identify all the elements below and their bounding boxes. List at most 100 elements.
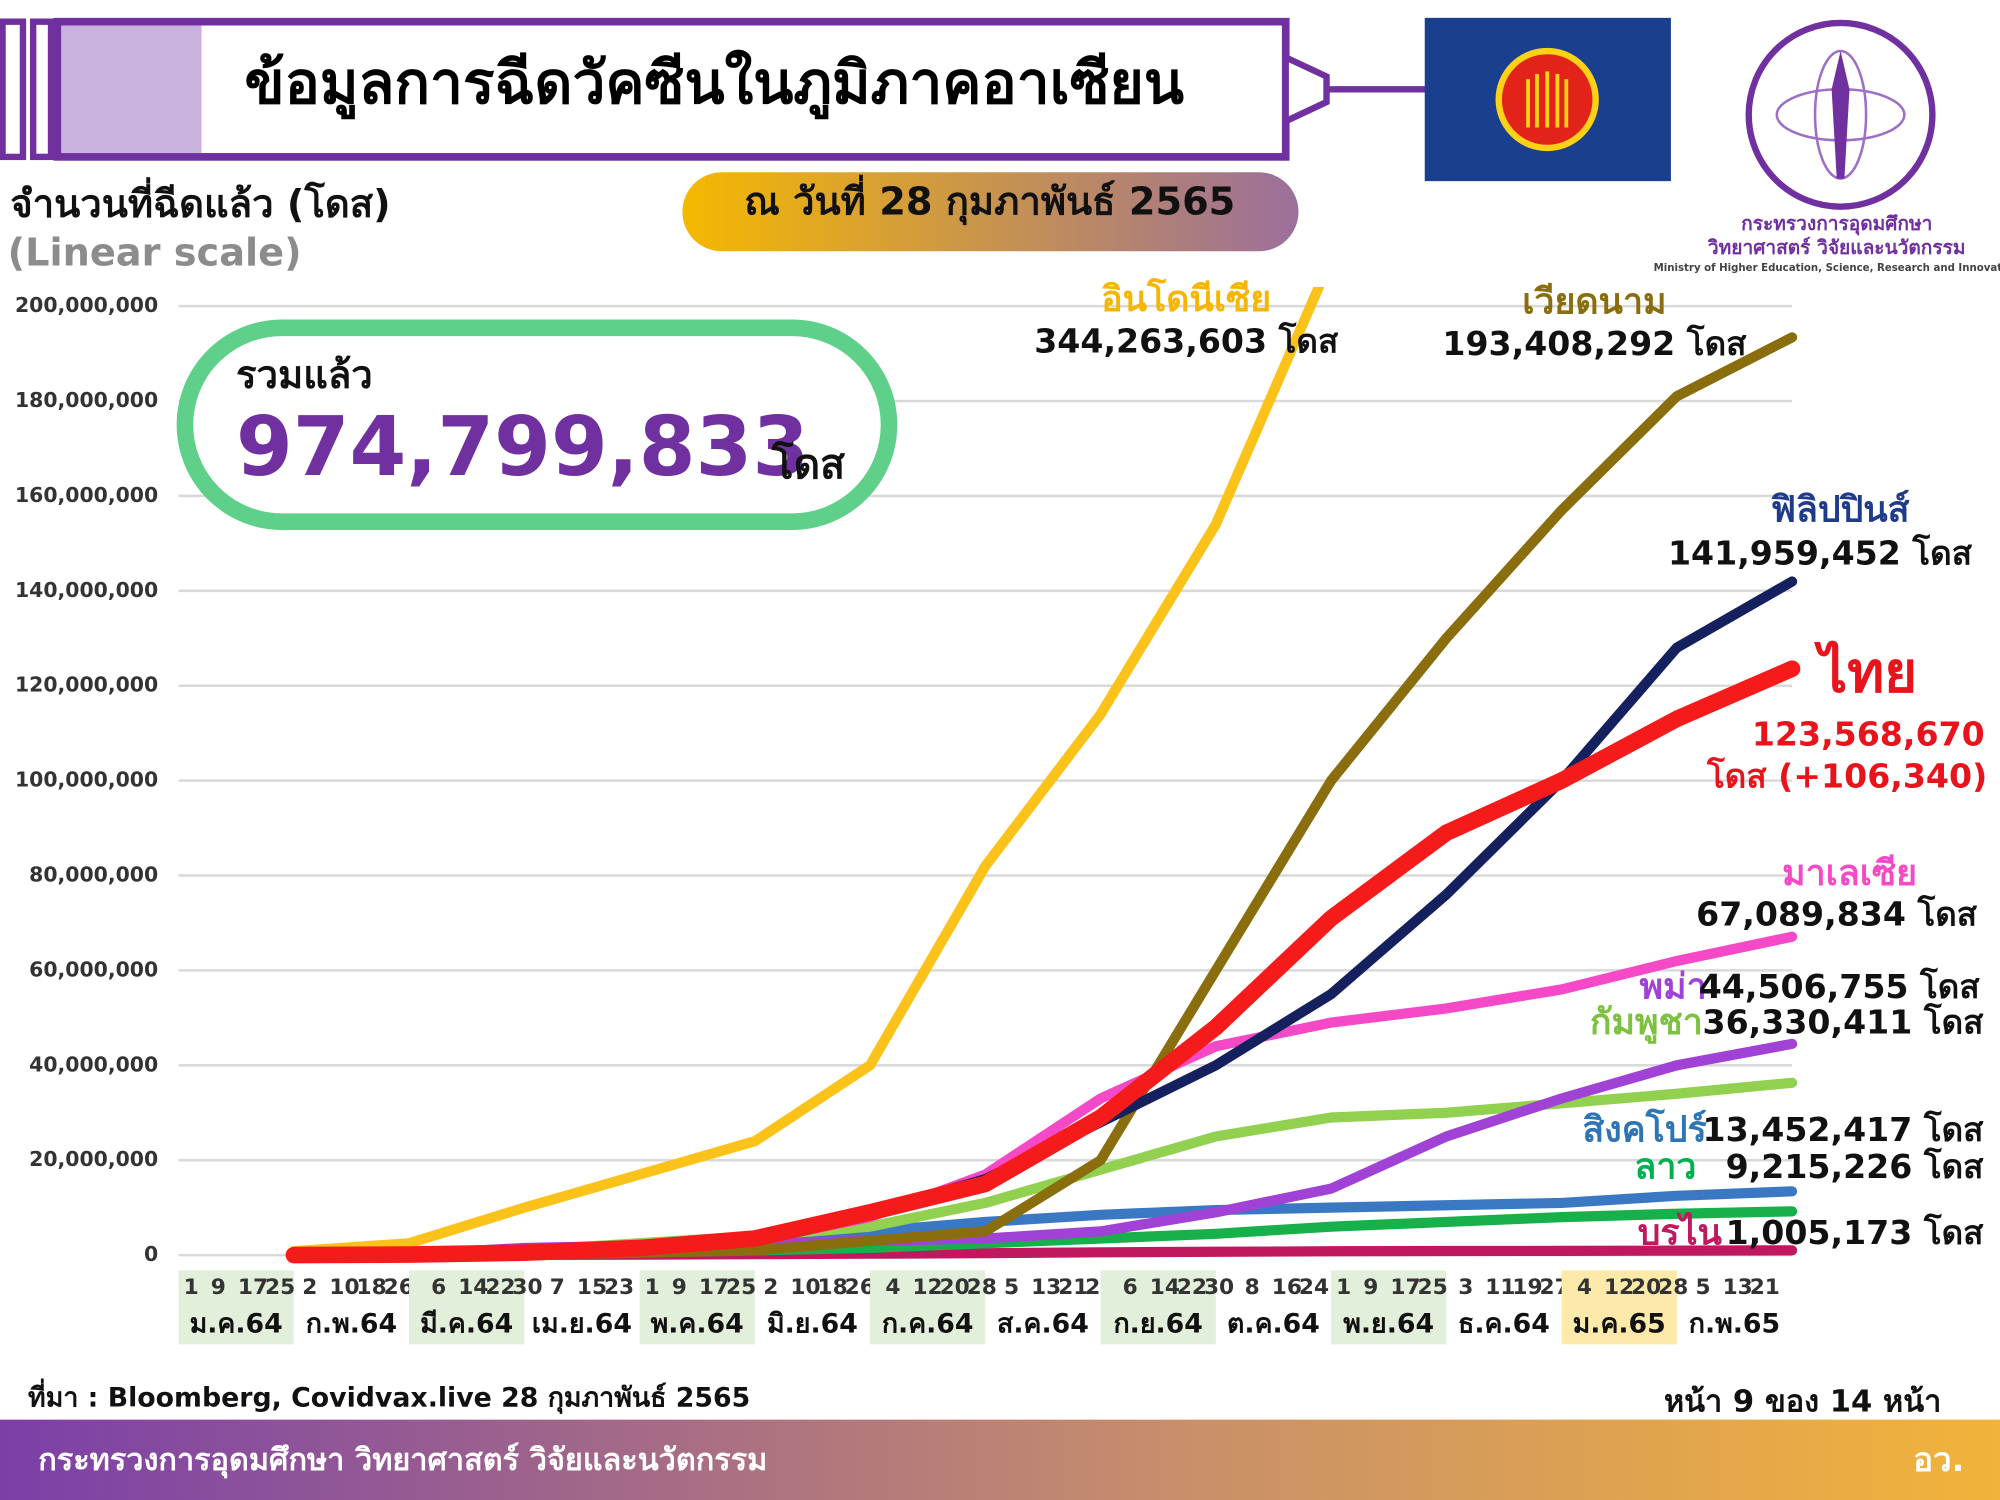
logo-sword [1831,51,1850,179]
end-value-label: 13,452,417 โดส [1703,1110,1985,1149]
x-day-label: 20 [1631,1275,1661,1300]
x-day-label: 1 [645,1275,660,1300]
x-day-label: 12 [1604,1275,1634,1300]
x-day-label: 26 [384,1275,414,1300]
x-day-label: 17 [1390,1275,1420,1300]
x-day-label: 14 [458,1275,488,1300]
end-value-label: 67,089,834 โดส [1696,894,1978,933]
footer-bar [0,1419,2000,1500]
x-day-label: 26 [845,1275,875,1300]
x-day-label: 4 [885,1275,900,1300]
x-tick-label: ก.ค.64 [882,1309,974,1340]
series-name: อินโดนีเซีย [1101,277,1271,320]
x-day-label: 30 [1204,1275,1234,1300]
syringe-plunger [61,25,202,154]
date-pill [682,172,1299,252]
x-day-label: 13 [1723,1275,1753,1300]
logo-text: กระทรวงการอุดมศึกษา [1741,212,1932,236]
x-day-label: 5 [1004,1275,1019,1300]
x-tick-label: ก.พ.64 [306,1309,397,1340]
x-day-label: 25 [265,1275,295,1300]
series-name: บรูไน [1638,1211,1723,1255]
y-tick-label: 40,000,000 [29,1052,158,1076]
x-day-label: 28 [1658,1275,1688,1300]
logo-text: Ministry of Higher Education, Science, R… [1654,263,2000,274]
x-day-label: 18 [818,1275,848,1300]
series-name: มาเลเซีย [1782,853,1917,894]
x-tick-label: ม.ค.64 [190,1309,283,1340]
x-day-label: 16 [1272,1275,1302,1300]
x-tick-label: ก.พ.65 [1689,1309,1780,1340]
end-value-label: 1,005,173 โดส [1726,1213,1985,1252]
month-band [409,1270,525,1345]
x-day-label: 23 [604,1275,634,1300]
x-tick-label: มิ.ย.64 [767,1309,858,1340]
series-name: ไทย [1814,640,1917,706]
x-day-label: 28 [967,1275,997,1300]
x-tick-label: พ.ค.64 [651,1309,744,1340]
x-day-label: 9 [672,1275,687,1300]
source: ที่มา : Bloomberg, Covidvax.live 28 กุมภ… [28,1378,750,1415]
x-day-label: 30 [512,1275,542,1300]
series-line [288,1077,1798,1261]
x-day-label: 3 [1458,1275,1473,1300]
x-day-label: 10 [790,1275,820,1300]
total-box [176,319,898,530]
month-band [1100,1270,1216,1345]
x-day-label: 2 [302,1275,317,1300]
end-value-label: 9,215,226 โดส [1726,1147,1985,1186]
end-value-label: 344,263,603 โดส [1034,322,1339,361]
x-day-label: 17 [699,1275,729,1300]
x-tick-label: ธ.ค.64 [1458,1309,1550,1340]
logo-text: วิทยาศาสตร์ วิจัยและนวัตกรรม [1707,236,1966,259]
end-value-label: 141,959,452 โดส [1668,533,1973,572]
total-label: รวมแล้ว [236,353,373,398]
x-day-label: 6 [1123,1275,1138,1300]
x-day-label: 17 [238,1275,268,1300]
x-day-label: 4 [1577,1275,1592,1300]
page-number: หน้า 9 ของ 14 หน้า [1664,1385,1941,1420]
asean-rice [1526,71,1569,128]
y-tick-label: 60,000,000 [29,957,158,981]
series-line [288,286,1325,1257]
x-day-label: 21 [1750,1275,1780,1300]
x-day-label: 20 [940,1275,970,1300]
series-line [285,660,1801,1264]
x-day-label: 2 [763,1275,778,1300]
series-name: ฟิลิปปินส์ [1771,489,1910,530]
x-day-label: 1 [1336,1275,1351,1300]
x-day-label: 25 [726,1275,756,1300]
x-day-label: 22 [1177,1275,1207,1300]
month-band [870,1270,986,1345]
syringe-tip [1282,52,1330,127]
x-day-label: 24 [1299,1275,1329,1300]
x-day-label: 13 [1031,1275,1061,1300]
y-axis-title: จำนวนที่ฉีดแล้ว (โดส) [10,177,390,227]
end-value-label: 44,506,755 โดส [1699,967,1981,1006]
x-day-label: 5 [1695,1275,1710,1300]
total-unit: โดส [771,440,845,488]
x-tick-label: ส.ค.64 [997,1309,1089,1340]
x-tick-label: ต.ค.64 [1227,1309,1320,1340]
y-tick-label: 200,000,000 [15,293,158,317]
x-day-label: 21 [1058,1275,1088,1300]
x-tick-label: เม.ย.64 [532,1309,632,1340]
y-tick-label: 20,000,000 [29,1147,158,1171]
y-tick-label: 180,000,000 [15,388,158,412]
x-tick-label: ก.ย.64 [1113,1309,1202,1340]
month-band [1561,1270,1677,1345]
month-band [1331,1270,1447,1345]
end-value-label: 36,330,411 โดส [1703,1003,1985,1042]
syringe-end [29,18,55,161]
series-name: พม่า [1640,967,1707,1008]
total-value: 974,799,833 [236,400,809,495]
x-day-label: 25 [1418,1275,1448,1300]
y-tick-label: 120,000,000 [15,673,158,697]
series-name: ลาว [1634,1146,1696,1187]
syringe-end [0,18,27,161]
x-day-label: 11 [1485,1275,1515,1300]
end-note: โดส (+106,340) [1706,757,1987,796]
x-day-label: 8 [1245,1275,1260,1300]
